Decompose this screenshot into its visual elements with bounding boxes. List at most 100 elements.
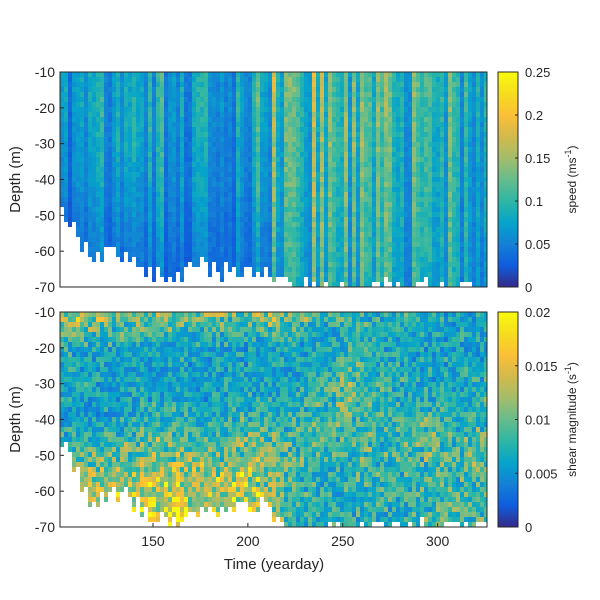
heatmap-cell xyxy=(380,157,384,162)
heatmap-cell xyxy=(68,442,72,447)
heatmap-cell xyxy=(472,282,476,287)
heatmap-cell xyxy=(308,197,312,202)
heatmap-cell xyxy=(288,217,292,222)
heatmap-cell xyxy=(320,272,324,277)
heatmap-cell xyxy=(436,272,440,277)
heatmap-cell xyxy=(112,167,116,172)
heatmap-cell xyxy=(264,212,268,217)
heatmap-cell xyxy=(436,157,440,162)
heatmap-cell xyxy=(260,257,264,262)
heatmap-cell xyxy=(112,467,116,472)
heatmap-cell xyxy=(92,367,96,372)
heatmap-cell xyxy=(248,197,252,202)
heatmap-cell xyxy=(128,92,132,97)
heatmap-cell xyxy=(316,187,320,192)
heatmap-cell xyxy=(232,192,236,197)
heatmap-cell xyxy=(460,277,464,282)
heatmap-cell xyxy=(64,382,68,387)
heatmap-cell xyxy=(124,452,128,457)
heatmap-cell xyxy=(188,192,192,197)
heatmap-cell xyxy=(440,137,444,142)
heatmap-cell xyxy=(104,347,108,352)
heatmap-cell xyxy=(228,252,232,257)
heatmap-cell xyxy=(136,127,140,132)
heatmap-cell xyxy=(88,117,92,122)
heatmap-cell xyxy=(260,132,264,137)
heatmap-cell xyxy=(280,237,284,242)
heatmap-cell xyxy=(152,87,156,92)
heatmap-cell xyxy=(84,337,88,342)
heatmap-cell xyxy=(296,162,300,167)
heatmap-cell xyxy=(160,242,164,247)
heatmap-cell xyxy=(456,87,460,92)
heatmap-cell xyxy=(400,117,404,122)
heatmap-cell xyxy=(308,127,312,132)
heatmap-cell xyxy=(328,242,332,247)
heatmap-cell xyxy=(76,387,80,392)
heatmap-cell xyxy=(92,122,96,127)
heatmap-cell xyxy=(88,412,92,417)
heatmap-cell xyxy=(92,82,96,87)
heatmap-cell xyxy=(392,122,396,127)
heatmap-cell xyxy=(408,167,412,172)
heatmap-cell xyxy=(424,97,428,102)
heatmap-cell xyxy=(108,332,112,337)
heatmap-cell xyxy=(232,262,236,267)
heatmap-cell xyxy=(336,102,340,107)
heatmap-cell xyxy=(104,462,108,467)
heatmap-cell xyxy=(356,267,360,272)
heatmap-cell xyxy=(316,122,320,127)
heatmap-cell xyxy=(60,182,64,187)
heatmap-cell xyxy=(84,412,88,417)
heatmap-cell xyxy=(452,182,456,187)
heatmap-cell xyxy=(392,172,396,177)
heatmap-cell xyxy=(384,147,388,152)
heatmap-cell xyxy=(324,72,328,77)
heatmap-cell xyxy=(100,137,104,142)
heatmap-cell xyxy=(84,327,88,332)
heatmap-cell xyxy=(292,102,296,107)
heatmap-cell xyxy=(364,172,368,177)
heatmap-cell xyxy=(116,177,120,182)
heatmap-cell xyxy=(124,227,128,232)
heatmap-cell xyxy=(128,192,132,197)
heatmap-cell xyxy=(108,347,112,352)
heatmap-cell xyxy=(476,187,480,192)
heatmap-cell xyxy=(444,232,448,237)
heatmap-cell xyxy=(448,127,452,132)
heatmap-cell xyxy=(444,252,448,257)
heatmap-cell xyxy=(80,137,84,142)
heatmap-cell xyxy=(88,247,92,252)
heatmap-cell xyxy=(432,237,436,242)
heatmap-cell xyxy=(324,267,328,272)
heatmap-cell xyxy=(128,102,132,107)
heatmap-cell xyxy=(352,192,356,197)
heatmap-cell xyxy=(352,272,356,277)
heatmap-cell xyxy=(448,167,452,172)
heatmap-cell xyxy=(140,172,144,177)
heatmap-cell xyxy=(340,147,344,152)
heatmap-cell xyxy=(484,277,487,282)
heatmap-cell xyxy=(344,87,348,92)
heatmap-cell xyxy=(100,217,104,222)
heatmap-cell xyxy=(256,72,260,77)
heatmap-cell xyxy=(480,242,484,247)
heatmap-cell xyxy=(396,162,400,167)
heatmap-cell xyxy=(364,137,368,142)
heatmap-cell xyxy=(220,82,224,87)
heatmap-cell xyxy=(300,247,304,252)
heatmap-cell xyxy=(224,187,228,192)
heatmap-cell xyxy=(228,202,232,207)
heatmap-cell xyxy=(296,107,300,112)
heatmap-cell xyxy=(292,187,296,192)
heatmap-cell xyxy=(124,237,128,242)
heatmap-cell xyxy=(132,362,136,367)
heatmap-cell xyxy=(116,332,120,337)
heatmap-cell xyxy=(340,132,344,137)
heatmap-cell xyxy=(288,242,292,247)
heatmap-cell xyxy=(112,312,116,317)
heatmap-cell xyxy=(260,142,264,147)
heatmap-cell xyxy=(180,187,184,192)
heatmap-cell xyxy=(420,172,424,177)
heatmap-cell xyxy=(148,197,152,202)
